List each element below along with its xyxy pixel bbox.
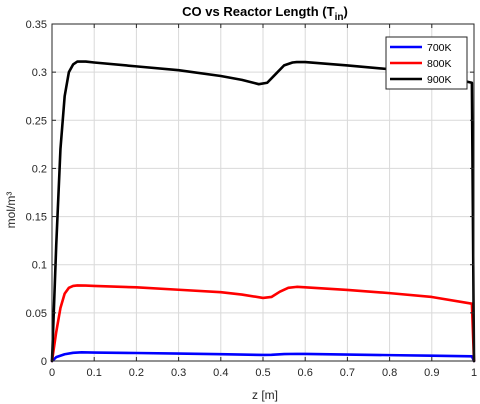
axis-ticks: 0 0.1 0.2 0.3 0.4 0.5 0.6 0.7 0.8 0.9 1 0 0.05 0.1 0.1… [26, 19, 477, 379]
y-tick-label: 0 [41, 356, 47, 368]
x-tick-label: 0.3 [171, 367, 186, 379]
x-tick-label: 0.8 [382, 367, 397, 379]
x-tick-label: 0.4 [213, 367, 228, 379]
x-tick-label: 0.9 [424, 367, 439, 379]
x-tick-label: 0.5 [255, 367, 270, 379]
y-tick-label: 0.2 [32, 163, 47, 175]
chart-title: CO vs Reactor Length (Tin) [182, 4, 348, 23]
x-tick-label: 0.1 [87, 367, 102, 379]
y-tick-label: 0.35 [26, 19, 47, 31]
x-tick-label: 0 [49, 367, 55, 379]
x-tick-label: 0.6 [298, 367, 313, 379]
x-tick-label: 1 [471, 367, 477, 379]
legend-label: 900K [427, 74, 452, 86]
y-tick-label: 0.1 [32, 260, 47, 272]
x-axis-label: z [m] [252, 388, 278, 402]
legend-label: 700K [427, 42, 452, 54]
y-tick-label: 0.25 [26, 115, 47, 127]
plot-lines [50, 60, 476, 363]
series-line-900k [50, 60, 476, 363]
y-tick-label: 0.15 [26, 212, 47, 224]
y-axis-label: mol/m³ [4, 192, 18, 229]
legend-label: 800K [427, 58, 452, 70]
series-line-800k [50, 284, 476, 363]
x-tick-label: 0.7 [340, 367, 355, 379]
y-tick-label: 0.05 [26, 308, 47, 320]
x-tick-label: 0.2 [129, 367, 144, 379]
series-line-700k [50, 351, 476, 363]
legend: 700K 800K 900K [385, 36, 468, 90]
y-tick-label: 0.3 [32, 67, 47, 79]
